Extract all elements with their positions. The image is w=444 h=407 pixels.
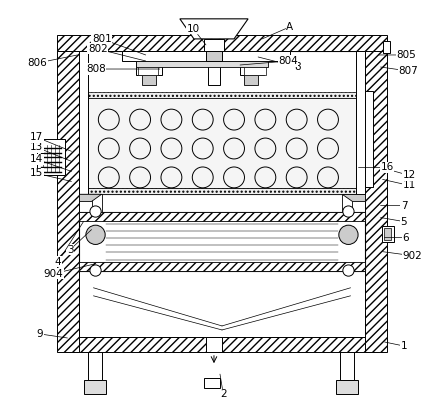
Bar bbox=[83, 380, 106, 394]
Text: 14: 14 bbox=[30, 154, 71, 171]
Circle shape bbox=[343, 265, 354, 276]
Polygon shape bbox=[79, 194, 102, 201]
Bar bbox=[244, 67, 266, 75]
Bar bbox=[87, 350, 102, 380]
Bar bbox=[365, 51, 387, 352]
Bar bbox=[208, 61, 220, 85]
Circle shape bbox=[86, 225, 105, 245]
Bar bbox=[79, 262, 365, 271]
Text: 16: 16 bbox=[358, 162, 394, 173]
Text: 5: 5 bbox=[381, 217, 407, 227]
Bar bbox=[383, 41, 390, 53]
Bar bbox=[244, 75, 258, 85]
Text: 11: 11 bbox=[383, 179, 416, 190]
Bar bbox=[206, 51, 222, 61]
Polygon shape bbox=[342, 194, 365, 201]
Circle shape bbox=[90, 206, 101, 217]
Text: 13: 13 bbox=[30, 142, 71, 161]
Bar bbox=[136, 61, 268, 67]
Bar bbox=[91, 194, 102, 212]
Text: 902: 902 bbox=[383, 251, 422, 261]
Bar bbox=[57, 35, 387, 51]
Bar bbox=[365, 91, 373, 188]
Text: 10: 10 bbox=[187, 24, 206, 45]
Bar bbox=[79, 51, 88, 194]
Text: 805: 805 bbox=[379, 50, 416, 60]
Text: 7: 7 bbox=[381, 201, 407, 210]
Text: 804: 804 bbox=[240, 56, 298, 66]
Text: 802: 802 bbox=[88, 44, 146, 61]
Bar bbox=[142, 75, 156, 85]
Text: 801: 801 bbox=[92, 34, 146, 55]
Circle shape bbox=[339, 225, 358, 245]
Bar bbox=[67, 337, 377, 352]
Bar bbox=[79, 212, 365, 271]
Text: 808: 808 bbox=[86, 64, 160, 74]
Bar bbox=[204, 378, 220, 388]
Bar bbox=[382, 225, 394, 242]
Bar bbox=[87, 188, 357, 194]
Bar bbox=[87, 98, 357, 188]
Text: 2: 2 bbox=[220, 374, 226, 399]
Bar bbox=[79, 271, 365, 337]
Bar bbox=[341, 350, 354, 380]
Bar bbox=[203, 39, 224, 51]
Text: A: A bbox=[262, 22, 293, 39]
Bar bbox=[87, 92, 357, 98]
Bar bbox=[122, 51, 290, 61]
Polygon shape bbox=[180, 19, 248, 39]
Text: 17: 17 bbox=[30, 132, 71, 151]
Text: 8: 8 bbox=[258, 57, 301, 72]
Bar bbox=[240, 61, 264, 75]
Text: 9: 9 bbox=[37, 329, 67, 339]
Bar bbox=[79, 51, 365, 194]
Text: 806: 806 bbox=[28, 55, 78, 68]
Text: 807: 807 bbox=[381, 66, 418, 76]
Text: 904: 904 bbox=[44, 264, 95, 279]
Bar bbox=[57, 51, 79, 352]
Text: 4: 4 bbox=[55, 221, 83, 267]
Bar bbox=[136, 61, 162, 75]
Circle shape bbox=[90, 265, 101, 276]
Text: 1: 1 bbox=[385, 341, 407, 351]
Bar bbox=[384, 228, 391, 240]
Text: 12: 12 bbox=[381, 167, 416, 180]
Bar bbox=[138, 67, 158, 75]
Bar bbox=[356, 51, 365, 194]
Text: 6: 6 bbox=[385, 233, 409, 243]
Bar bbox=[79, 212, 365, 221]
Circle shape bbox=[343, 206, 354, 217]
Bar bbox=[342, 194, 353, 212]
Text: 15: 15 bbox=[30, 168, 71, 182]
Bar bbox=[37, 139, 65, 175]
Text: 3: 3 bbox=[67, 230, 91, 255]
Bar bbox=[206, 337, 222, 352]
Bar bbox=[337, 380, 358, 394]
